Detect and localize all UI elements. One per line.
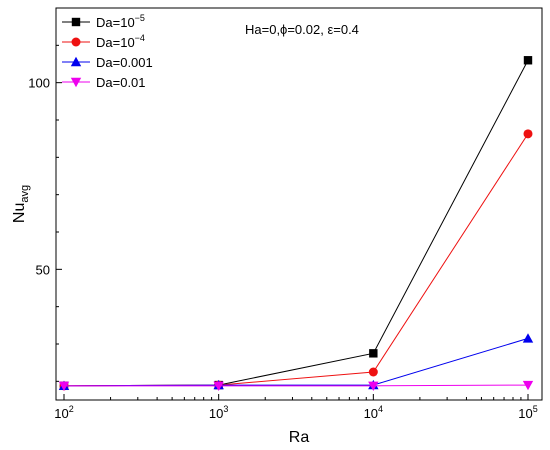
legend-label: Da=0.001 xyxy=(96,55,153,70)
data-point xyxy=(522,333,534,343)
x-axis-title: Ra xyxy=(289,429,310,446)
y-tick-label: 50 xyxy=(36,262,50,277)
y-tick-label: 100 xyxy=(28,76,50,91)
y-axis-title: Nuavg xyxy=(11,185,31,223)
svg-text:Nuavg: Nuavg xyxy=(11,185,31,223)
legend-marker xyxy=(71,37,81,47)
legend-item-2: Da=10−4 xyxy=(62,33,145,50)
legend-label: Da=0.01 xyxy=(96,75,146,90)
legend-label: Da=10−4 xyxy=(96,33,145,50)
data-point xyxy=(58,381,70,392)
data-point xyxy=(368,381,379,392)
x-tick-label: 102 xyxy=(54,404,73,421)
legend-marker xyxy=(70,77,82,88)
legend-label: Da=10−5 xyxy=(96,13,145,30)
data-point xyxy=(368,367,378,377)
data-point xyxy=(213,381,224,392)
data-point xyxy=(523,129,533,139)
legend-marker xyxy=(71,17,81,27)
y-axis-title-main: Nu xyxy=(11,203,28,223)
data-point xyxy=(369,349,378,358)
data-point xyxy=(522,380,534,391)
y-axis-title-sub: avg xyxy=(19,185,31,203)
x-tick-label: 103 xyxy=(209,404,228,421)
legend: Da=10−5 Da=10−4 Da=0.001 Da=0.01 xyxy=(62,13,153,90)
chart-annotation: Ha=0,ϕ=0.02, ε=0.4 xyxy=(245,22,359,37)
x-tick-label: 104 xyxy=(364,404,383,421)
series-line xyxy=(64,384,529,387)
series-layer xyxy=(58,56,534,392)
legend-marker xyxy=(70,56,82,67)
legend-item-4: Da=0.01 xyxy=(62,75,146,90)
x-tick-label: 105 xyxy=(518,404,537,421)
plot-area xyxy=(55,7,543,401)
x-ticks: 102 103 104 105 xyxy=(54,394,538,421)
data-point xyxy=(523,56,533,65)
legend-item-1: Da=10−5 xyxy=(62,13,145,30)
y-ticks: 50 100 xyxy=(28,44,62,382)
series-4 xyxy=(58,380,534,392)
legend-item-3: Da=0.001 xyxy=(62,55,153,70)
